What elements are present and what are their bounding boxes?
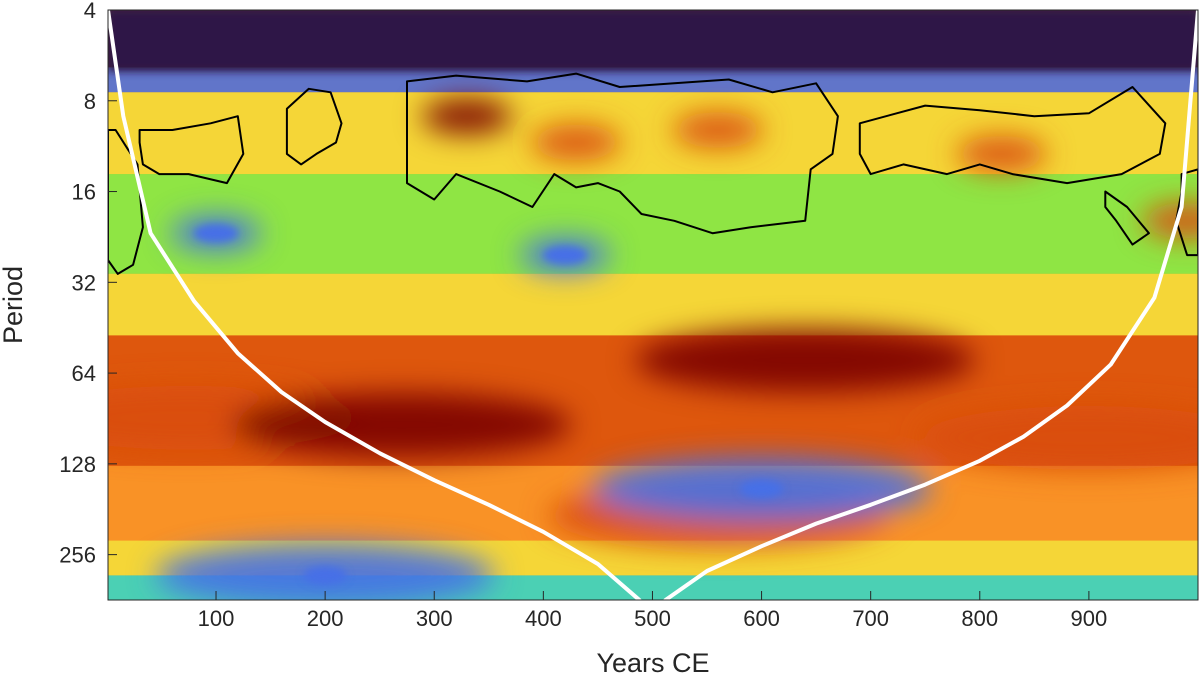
significance-contour — [858, 86, 1167, 185]
y-axis: 4 8 16 32 64 128 256 — [59, 0, 117, 568]
significance-contour — [138, 115, 245, 185]
significance-contour — [1104, 190, 1150, 246]
x-tick-label: 500 — [634, 606, 671, 631]
power-blob — [635, 328, 976, 393]
x-tick-label: 800 — [961, 606, 998, 631]
significance-contour — [406, 72, 839, 235]
x-tick-label: 400 — [525, 606, 562, 631]
power-blob — [421, 98, 512, 135]
y-tick-label: 16 — [72, 180, 96, 205]
y-tick-label: 8 — [84, 89, 96, 114]
x-tick-label: 900 — [1071, 606, 1108, 631]
power-blob — [531, 124, 622, 161]
significance-contour — [108, 129, 144, 275]
significance-contour — [285, 87, 343, 166]
y-axis-title: Period — [0, 266, 28, 344]
wavelet-power-heatmap — [108, 10, 1198, 600]
coi-left-curve — [108, 10, 642, 600]
power-blob — [1142, 202, 1198, 239]
heatmap-spots — [108, 10, 1198, 585]
power-spot — [303, 566, 348, 585]
y-tick-label: 32 — [72, 270, 96, 295]
power-blob — [672, 111, 763, 148]
power-spot — [194, 224, 239, 243]
x-tick-label: 700 — [852, 606, 889, 631]
x-tick-label: 200 — [307, 606, 344, 631]
x-tick-label: 600 — [743, 606, 780, 631]
power-spot — [543, 246, 588, 265]
y-tick-label: 128 — [59, 452, 96, 477]
y-tick-label: 256 — [59, 543, 96, 568]
heatmap-band — [108, 174, 1198, 274]
x-axis-title: Years CE — [596, 648, 709, 678]
plot-frame — [107, 9, 1199, 601]
power-blob — [956, 135, 1047, 172]
cone-of-influence — [108, 10, 1198, 600]
y-tick-label: 4 — [84, 0, 96, 23]
power-spot — [739, 479, 784, 498]
low-power-band — [108, 10, 1198, 72]
x-tick-label: 300 — [416, 606, 453, 631]
x-axis: 100 200 300 400 500 600 700 800 900 — [198, 591, 1108, 631]
x-tick-label: 100 — [198, 606, 235, 631]
coi-right-curve — [663, 10, 1198, 600]
y-tick-label: 64 — [72, 361, 96, 386]
power-blob — [231, 392, 572, 457]
significance-contours — [108, 72, 1198, 275]
heatmap-band — [108, 273, 1198, 336]
